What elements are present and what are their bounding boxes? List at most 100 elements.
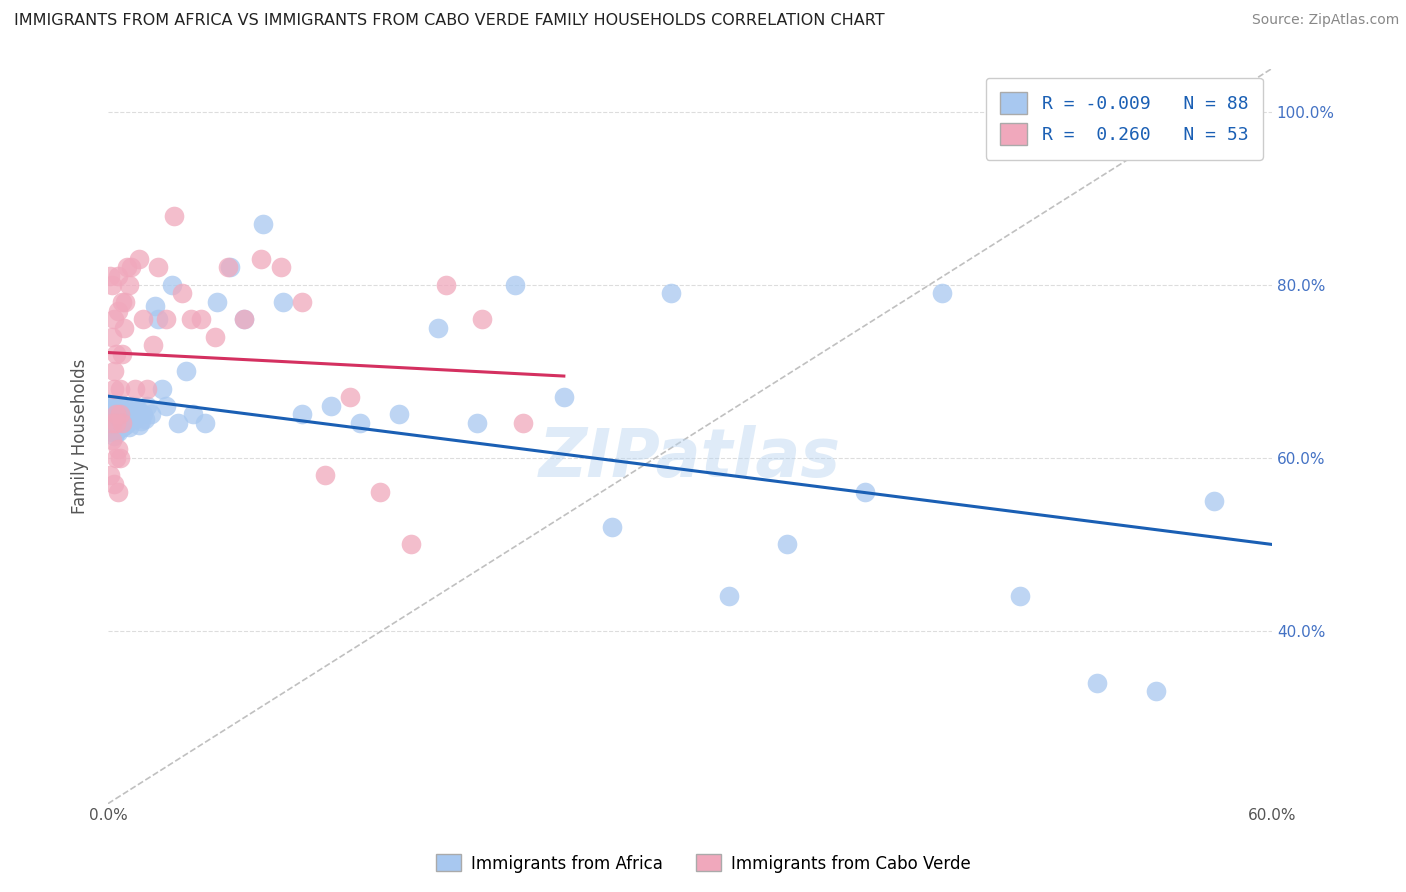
Point [148,260,170,275]
Point [107,411,129,425]
Point [132,408,155,422]
Point [108,403,131,417]
Point [101,399,124,413]
Legend: Immigrants from Africa, Immigrants from Cabo Verde: Immigrants from Africa, Immigrants from … [429,847,977,880]
Point [117,260,139,275]
Point [120,406,142,420]
Point [132,312,155,326]
Text: ZIPatlas: ZIPatlas [538,425,841,491]
Point [110,416,132,430]
Point [101,420,124,434]
Point [103,416,125,430]
Point [204,329,226,343]
Point [717,589,740,603]
Point [104,408,127,422]
Text: IMMIGRANTS FROM AFRICA VS IMMIGRANTS FROM CABO VERDE FAMILY HOUSEHOLDS CORRELATI: IMMIGRANTS FROM AFRICA VS IMMIGRANTS FRO… [14,13,884,29]
Point [339,390,361,404]
Point [134,411,156,425]
Point [148,312,170,326]
Point [180,312,202,326]
Point [120,409,142,424]
Point [112,416,135,430]
Point [107,425,129,439]
Text: Source: ZipAtlas.com: Source: ZipAtlas.com [1251,13,1399,28]
Point [103,382,125,396]
Point [250,252,273,266]
Point [232,312,254,326]
Point [434,277,457,292]
Point [107,442,129,456]
Point [143,299,166,313]
Point [110,295,132,310]
Point [110,420,132,434]
Point [112,414,135,428]
Point [104,403,127,417]
Point [776,537,799,551]
Point [553,390,575,404]
Point [142,338,165,352]
Point [112,321,135,335]
Point [108,416,131,430]
Point [853,485,876,500]
Point [104,416,127,430]
Point [101,329,124,343]
Point [190,312,212,326]
Point [602,520,624,534]
Point [108,408,131,422]
Point [291,295,314,310]
Point [101,425,124,439]
Point [107,411,129,425]
Point [127,401,149,415]
Point [108,408,131,422]
Point [128,417,150,432]
Point [217,260,239,275]
Point [118,277,141,292]
Point [219,260,242,275]
Point [368,485,391,500]
Point [232,312,254,326]
Point [104,416,127,430]
Point [107,485,129,500]
Point [471,312,494,326]
Point [103,312,125,326]
Point [1008,589,1031,603]
Point [112,399,135,413]
Point [110,347,132,361]
Point [252,217,274,231]
Point [183,408,205,422]
Point [104,347,127,361]
Point [101,277,124,292]
Point [114,295,136,310]
Point [135,399,157,413]
Point [163,209,186,223]
Point [107,403,129,417]
Point [101,403,124,417]
Point [349,416,371,430]
Point [388,408,411,422]
Point [1085,675,1108,690]
Point [104,425,127,439]
Point [103,476,125,491]
Point [120,260,142,275]
Point [155,312,177,326]
Point [117,409,139,424]
Point [112,408,135,422]
Point [426,321,449,335]
Point [107,269,129,284]
Point [135,382,157,396]
Point [103,420,125,434]
Point [98,467,121,482]
Point [104,450,127,465]
Point [108,399,131,413]
Point [931,286,953,301]
Point [114,417,136,432]
Point [129,414,152,428]
Point [124,382,146,396]
Point [139,408,162,422]
Point [155,399,177,413]
Point [98,399,121,413]
Point [270,260,292,275]
Point [512,416,534,430]
Point [103,364,125,378]
Point [314,467,336,482]
